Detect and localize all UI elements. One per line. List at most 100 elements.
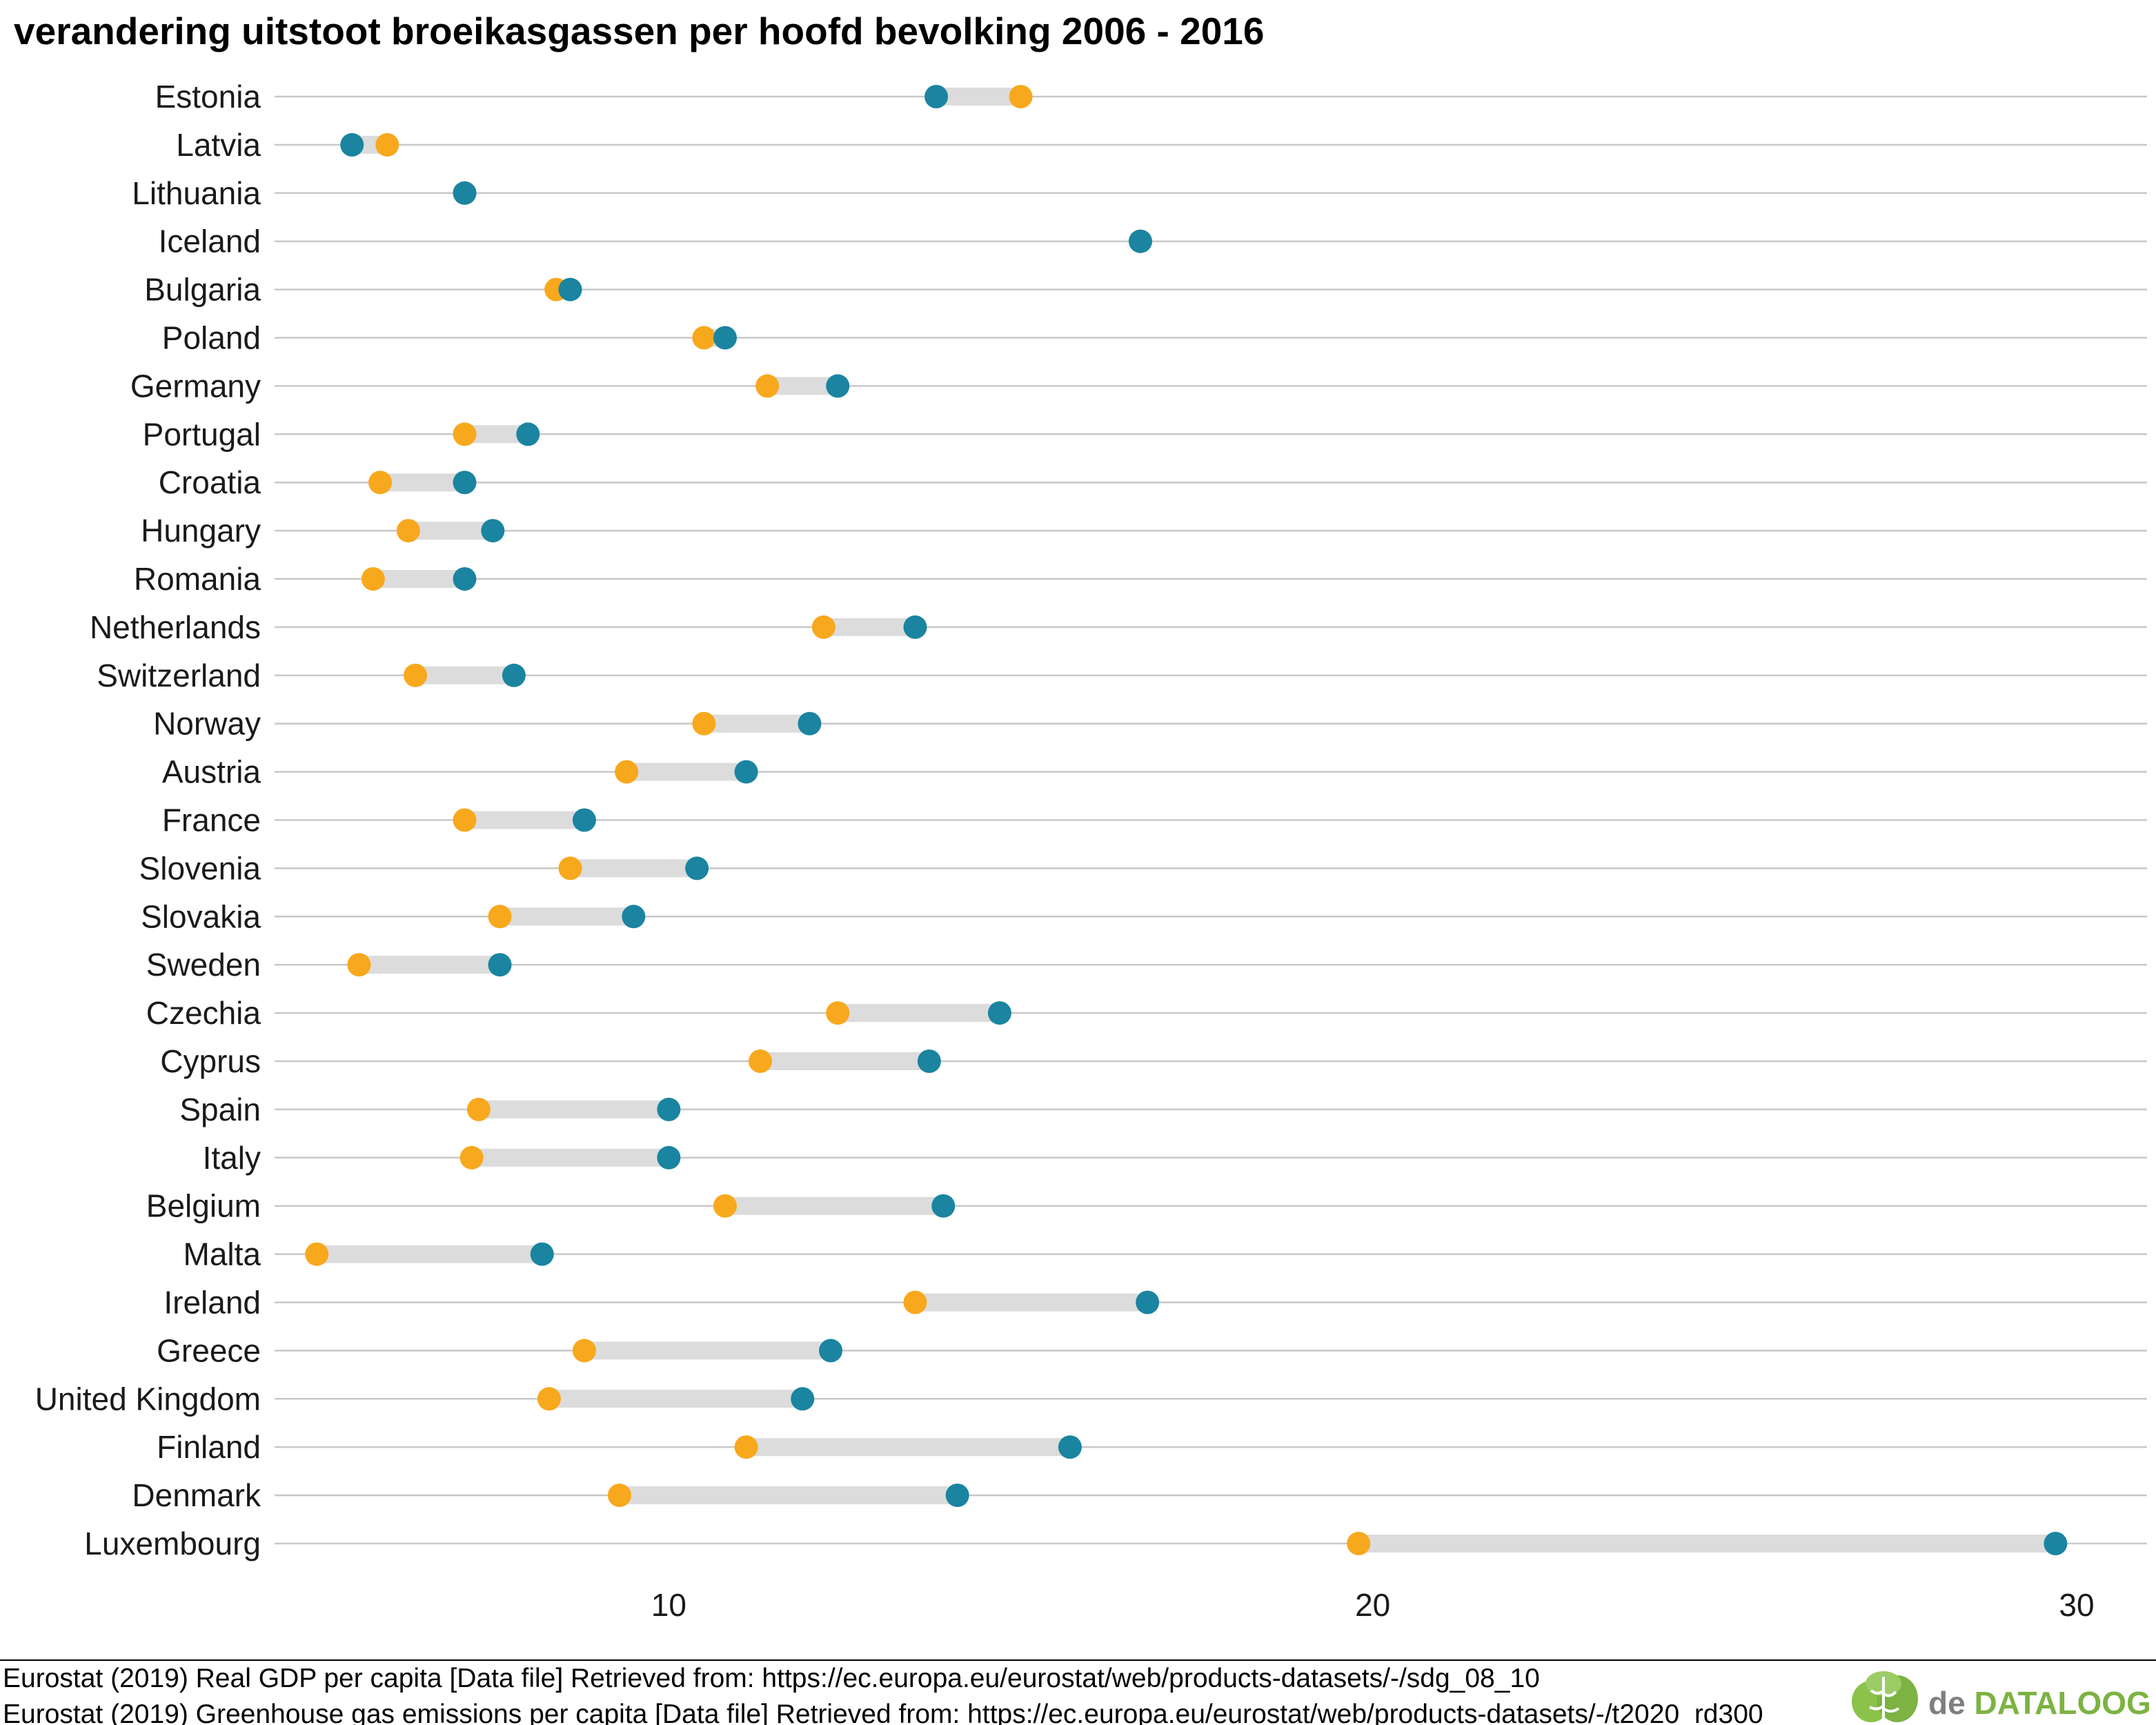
point-2006 xyxy=(516,422,540,446)
point-2016 xyxy=(692,711,716,736)
point-2016 xyxy=(903,1290,927,1314)
source-citation-ghg: Eurostat (2019) Greenhouse gas emissions… xyxy=(3,1699,1763,1725)
point-2016 xyxy=(1347,1532,1371,1555)
brain-icon xyxy=(1852,1671,1918,1724)
source-citation-gdp: Eurostat (2019) Real GDP per capita [Dat… xyxy=(3,1664,1540,1693)
point-2006 xyxy=(819,1339,843,1363)
country-label: Slovenia xyxy=(139,850,261,886)
country-label: Romania xyxy=(134,561,261,597)
country-label: Finland xyxy=(157,1429,261,1465)
country-label: Slovakia xyxy=(141,898,261,934)
country-label: Denmark xyxy=(132,1477,261,1513)
country-labels: Estonia Latvia Lithuania Iceland Bulgaria Pol… xyxy=(35,79,261,1561)
country-label: Italy xyxy=(203,1140,261,1176)
country-label: Ireland xyxy=(164,1285,261,1321)
x-tick-label: 10 xyxy=(651,1587,686,1623)
brand-name: DATALOOG xyxy=(1974,1685,2150,1721)
point-2006 xyxy=(713,326,737,350)
point-2016 xyxy=(488,905,512,929)
point-2016 xyxy=(404,663,428,687)
point-2016 xyxy=(368,471,393,495)
brand-logo: de DATALOOG xyxy=(1928,1685,2151,1721)
point-2006 xyxy=(1136,1290,1160,1314)
point-2006 xyxy=(340,132,364,157)
point-2016 xyxy=(572,1339,596,1363)
point-2006 xyxy=(826,374,850,398)
point-2006 xyxy=(917,1049,941,1073)
point-2016 xyxy=(537,1387,561,1411)
point-2016 xyxy=(459,1145,484,1170)
country-label: Germany xyxy=(130,368,261,404)
country-label: Switzerland xyxy=(97,658,261,693)
point-2006 xyxy=(734,760,758,784)
point-2006 xyxy=(453,471,477,495)
point-2006 xyxy=(924,85,949,108)
x-tick-label: 30 xyxy=(2059,1587,2094,1623)
x-axis-ticks: 10 20 30 xyxy=(651,1587,2095,1623)
chart-title: verandering uitstoot broeikasgassen per … xyxy=(14,10,1264,52)
point-2006 xyxy=(685,856,709,880)
point-2006 xyxy=(530,1242,554,1266)
point-2006 xyxy=(791,1387,815,1411)
point-2016 xyxy=(558,856,582,880)
point-2016 xyxy=(396,519,420,543)
point-2016 xyxy=(811,615,835,639)
country-label: United Kingdom xyxy=(35,1381,261,1417)
country-label: Cyprus xyxy=(160,1043,261,1079)
point-2016 xyxy=(749,1049,773,1073)
dumbbell-segments xyxy=(317,88,2056,1552)
brand-prefix: de xyxy=(1928,1685,1974,1721)
country-label: Greece xyxy=(157,1332,261,1368)
point-2006 xyxy=(903,615,927,639)
point-2006 xyxy=(1058,1435,1082,1459)
point-2006 xyxy=(453,181,477,205)
point-2016 xyxy=(755,374,780,398)
x-tick-label: 20 xyxy=(1355,1587,1390,1623)
country-label: Czechia xyxy=(146,995,261,1031)
point-2016 xyxy=(692,326,716,350)
country-label: Bulgaria xyxy=(144,272,261,308)
country-label: Spain xyxy=(179,1092,261,1127)
point-2006 xyxy=(453,567,477,591)
country-label: Malta xyxy=(184,1236,261,1272)
country-label: Estonia xyxy=(155,79,261,115)
point-2006 xyxy=(2044,1532,2068,1555)
country-label: France xyxy=(162,802,261,838)
country-label: Lithuania xyxy=(132,175,261,211)
point-2016 xyxy=(305,1242,329,1266)
point-2006 xyxy=(945,1483,969,1508)
point-2016 xyxy=(1009,85,1033,108)
point-2006 xyxy=(481,519,505,543)
point-2006 xyxy=(572,808,596,832)
point-2006 xyxy=(657,1097,681,1121)
point-2016 xyxy=(615,760,639,784)
country-label: Croatia xyxy=(159,464,261,500)
point-2006 xyxy=(1128,229,1152,253)
point-2016 xyxy=(607,1483,631,1508)
country-label: Belgium xyxy=(146,1188,261,1224)
point-2006 xyxy=(987,1001,1011,1025)
country-label: Latvia xyxy=(176,127,261,163)
dumbbell-points xyxy=(305,85,2068,1555)
gridlines xyxy=(275,95,2147,1545)
point-2016 xyxy=(453,808,477,832)
country-label: Hungary xyxy=(141,513,261,549)
point-2016 xyxy=(361,567,385,591)
point-2016 xyxy=(375,132,399,157)
point-2016 xyxy=(347,953,371,977)
point-2006 xyxy=(798,711,822,736)
country-label: Netherlands xyxy=(90,609,261,645)
country-label: Norway xyxy=(153,706,261,742)
point-2016 xyxy=(734,1435,758,1459)
country-label: Sweden xyxy=(146,947,261,983)
point-2006 xyxy=(558,277,582,302)
country-label: Austria xyxy=(162,754,261,790)
country-label: Portugal xyxy=(143,416,261,452)
point-2006 xyxy=(488,953,512,977)
point-2016 xyxy=(466,1097,491,1121)
point-2006 xyxy=(931,1194,956,1218)
country-label: Luxembourg xyxy=(84,1526,261,1561)
point-2006 xyxy=(657,1145,681,1170)
point-2016 xyxy=(713,1194,737,1218)
